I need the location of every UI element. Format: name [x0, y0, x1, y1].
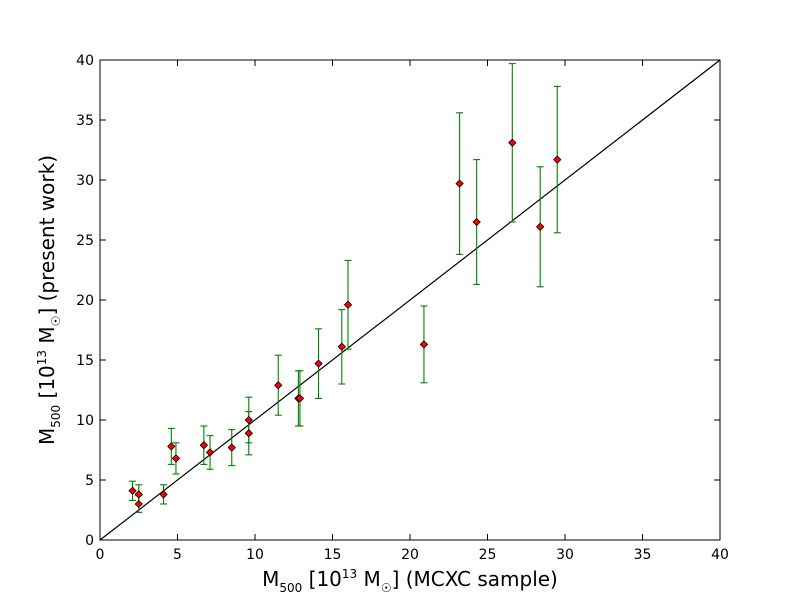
y-axis-label-power: 13	[35, 350, 49, 365]
data-point	[167, 442, 176, 451]
x-tick-label: 5	[173, 547, 182, 563]
y-tick-label: 20	[76, 293, 94, 309]
data-point	[128, 486, 137, 495]
y-axis-label-subscript: 500	[49, 405, 63, 428]
x-axis-label-bracket-close: ]	[392, 567, 400, 591]
y-axis-label-note: (present work)	[35, 155, 59, 308]
data-point	[159, 490, 168, 499]
x-axis-label-note: (MCXC sample)	[399, 567, 557, 591]
data-point	[536, 222, 545, 231]
y-tick-label: 30	[76, 173, 94, 189]
data-point	[171, 454, 181, 463]
data-point	[508, 138, 517, 147]
tick-group: 0 5 10 15 20 25 30 35 40 0 5 10 15 20 25 30 35 40	[76, 53, 729, 563]
x-tick-label: 10	[246, 547, 264, 563]
y-axis-label-main: M	[35, 428, 59, 445]
data-point	[337, 342, 346, 351]
x-tick-label: 35	[634, 547, 652, 563]
data-point	[134, 499, 143, 509]
x-tick-label: 0	[96, 547, 105, 563]
x-axis-label-power: 13	[342, 567, 357, 581]
x-tick-label: 15	[324, 547, 342, 563]
y-axis-label-unit: M	[35, 326, 59, 350]
y-tick-label: 40	[76, 53, 94, 69]
y-tick-label: 35	[76, 113, 94, 129]
data-point	[472, 217, 481, 227]
x-axis-label-main: M	[262, 567, 279, 591]
marker-group	[128, 138, 562, 509]
x-axis-label-subscript: 500	[279, 581, 302, 595]
data-point	[227, 443, 236, 452]
y-axis-label: M500 [1013 M☉] (present work)	[35, 155, 63, 445]
y-tick-label: 10	[76, 413, 94, 429]
sun-symbol-icon: ☉	[381, 581, 392, 595]
y-axis-label-bracket-open: [10	[35, 365, 59, 405]
y-tick-label: 15	[76, 353, 94, 369]
data-point	[553, 155, 562, 164]
x-axis-label: M500 [1013 M☉] (MCXC sample)	[262, 567, 558, 595]
y-axis-label-bracket-close: ]	[35, 308, 59, 316]
data-point	[295, 394, 305, 403]
data-point	[419, 340, 429, 349]
x-tick-label: 30	[556, 547, 574, 563]
data-point	[199, 441, 209, 450]
y-tick-label: 25	[76, 233, 94, 249]
x-axis-label-bracket-open: [10	[302, 567, 342, 591]
y-tick-label: 0	[85, 533, 94, 549]
data-point	[205, 448, 215, 457]
data-point	[244, 415, 253, 425]
x-axis-label-unit: M	[357, 567, 381, 591]
data-point	[343, 300, 353, 309]
data-point	[244, 429, 253, 438]
x-tick-label: 40	[711, 547, 729, 563]
x-tick-label: 25	[479, 547, 497, 563]
y-tick-label: 5	[85, 473, 94, 489]
data-point	[455, 179, 464, 188]
data-point	[314, 359, 323, 368]
plot-area: 0 5 10 15 20 25 30 35 40 0 5 10 15 20 25 30 35 40	[76, 53, 729, 563]
x-tick-label: 20	[401, 547, 419, 563]
data-point	[274, 381, 283, 390]
data-point	[134, 490, 143, 499]
sun-symbol-icon: ☉	[49, 316, 63, 327]
